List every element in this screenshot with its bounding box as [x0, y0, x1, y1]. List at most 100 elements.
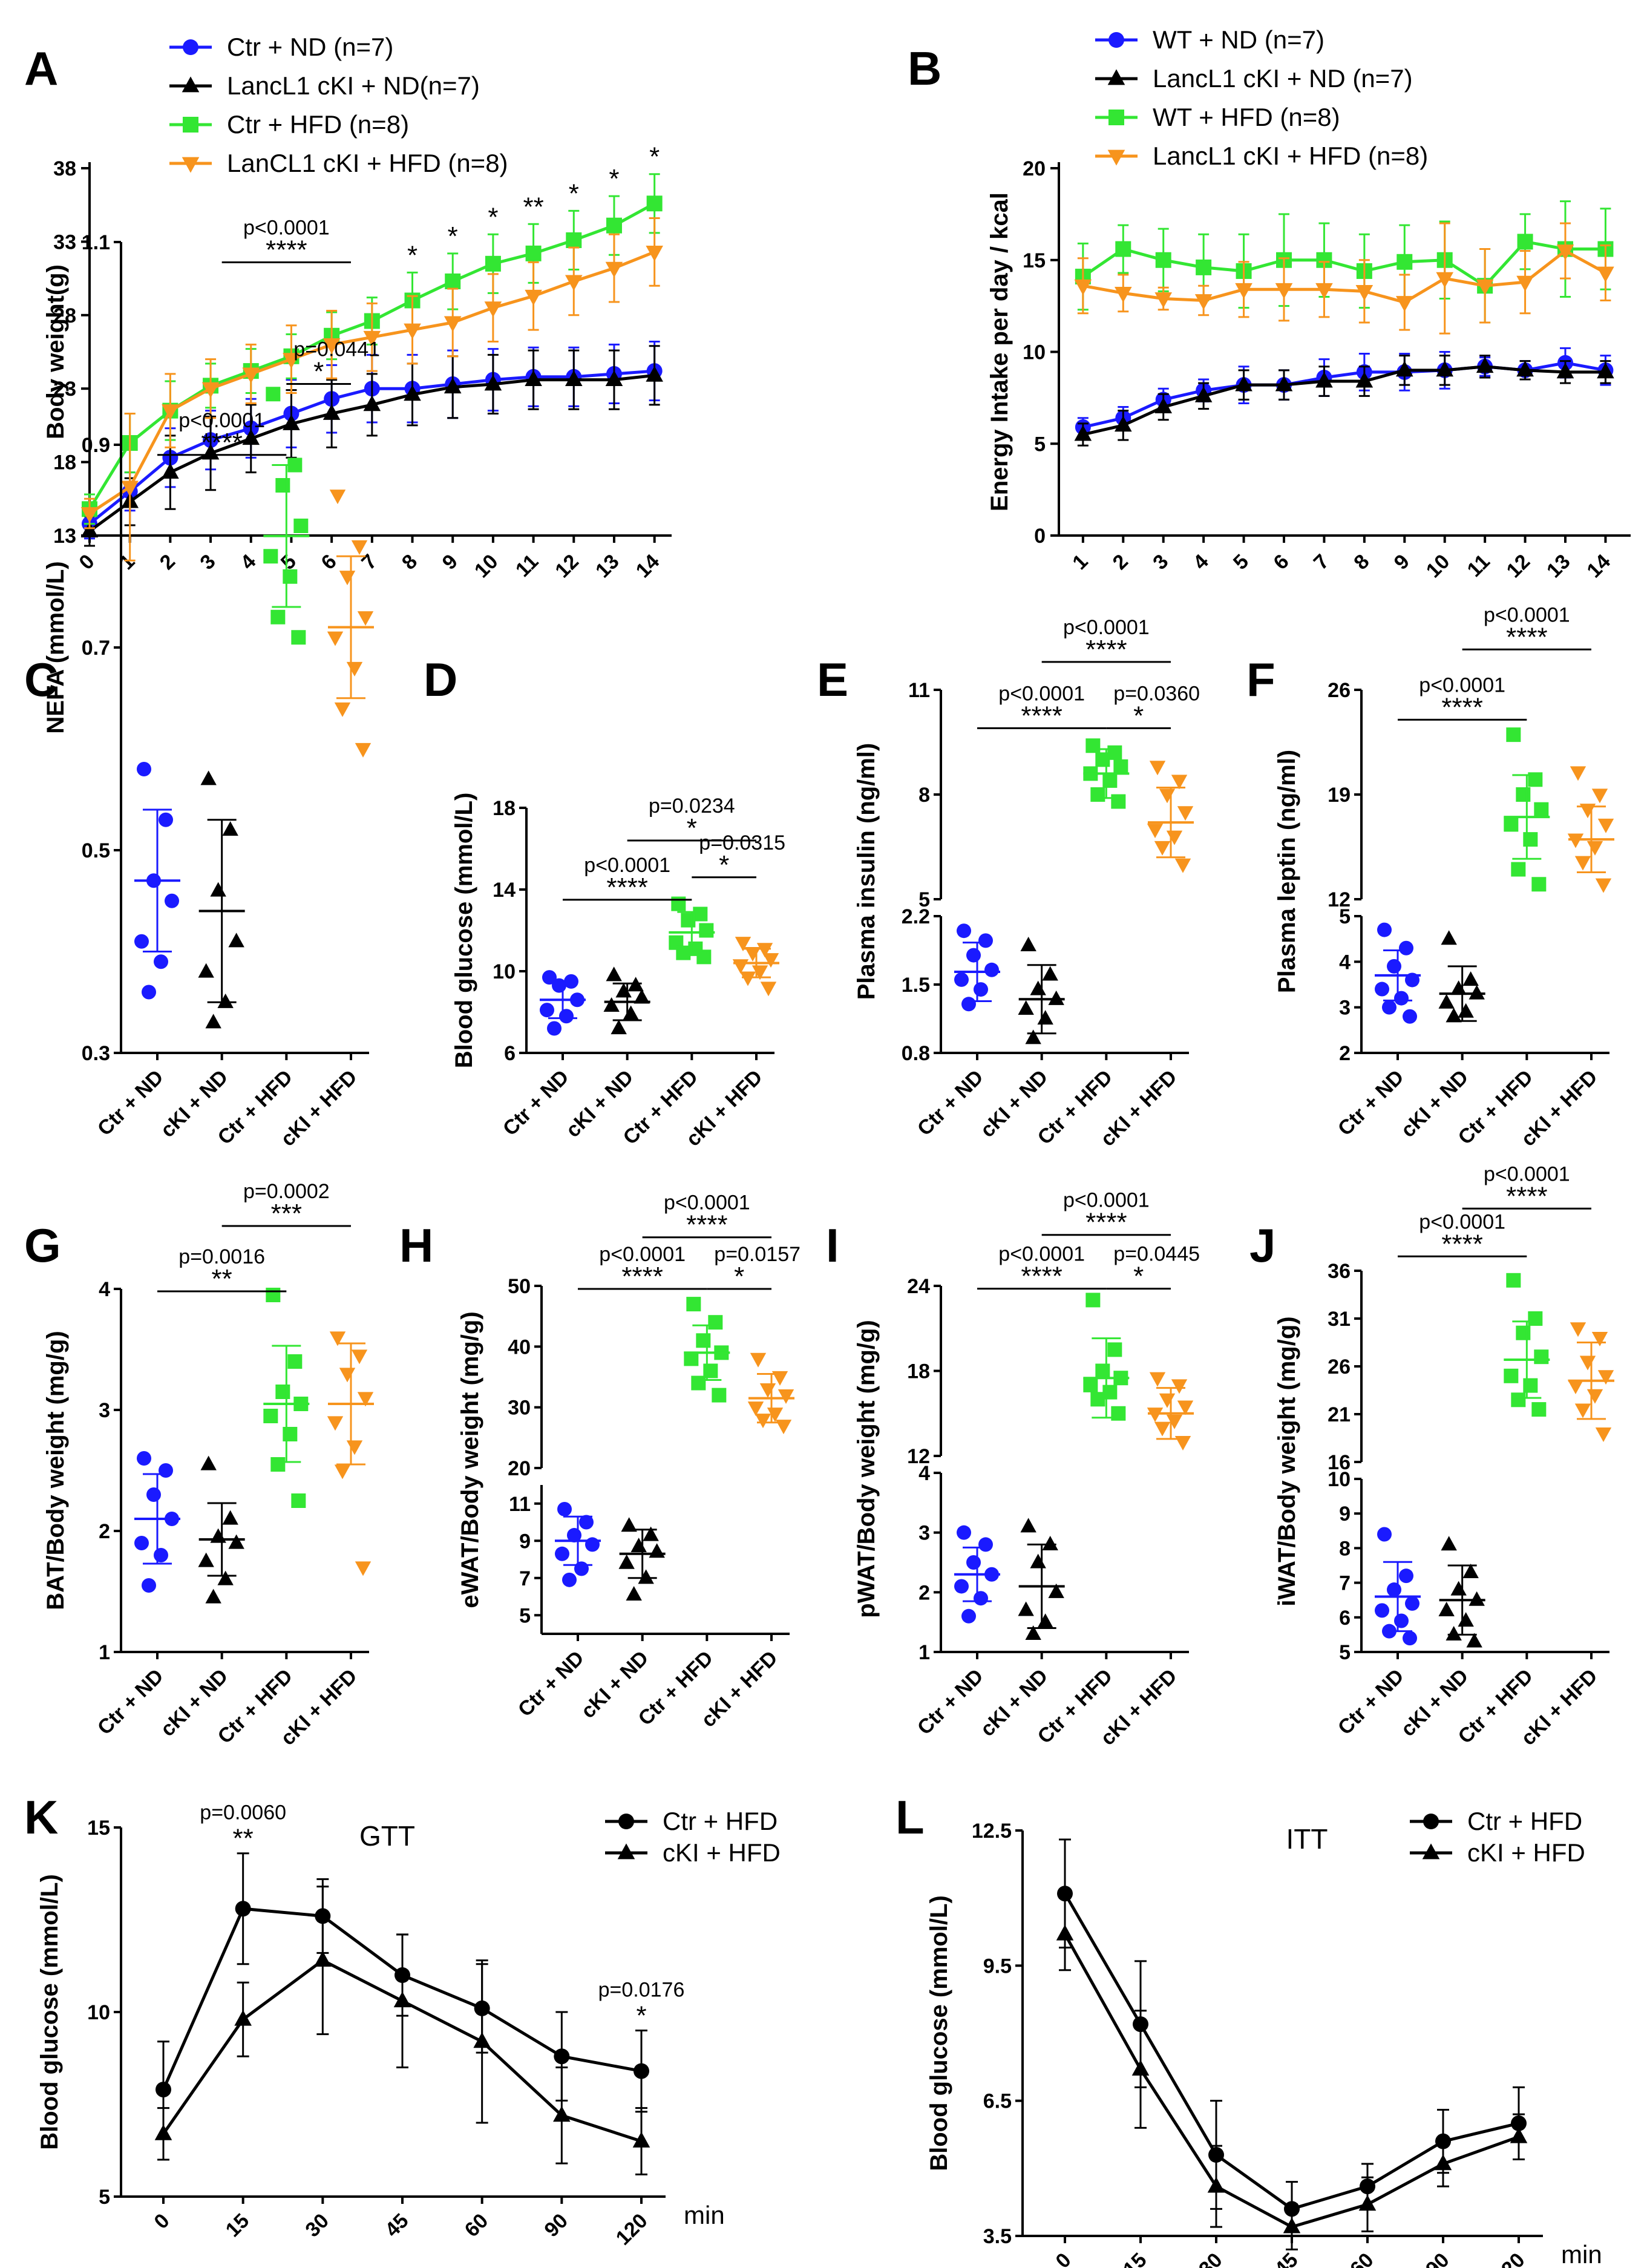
- x-tick-label: 9: [438, 550, 462, 574]
- data-point: [351, 540, 368, 555]
- data-point: [540, 1003, 554, 1018]
- data-point: [1275, 283, 1293, 299]
- group-2: [1083, 738, 1130, 809]
- data-point: [1174, 858, 1191, 873]
- data-point: [159, 812, 173, 827]
- data-point: [266, 387, 281, 402]
- data-point: [200, 1455, 217, 1470]
- data-point: [1556, 244, 1574, 261]
- y-tick-label: 15: [87, 1817, 110, 1840]
- data-point: [355, 742, 372, 758]
- y-tick-label: 2.2: [902, 905, 930, 928]
- significance-star: *: [649, 142, 660, 172]
- y-tick-label: 0.3: [82, 1042, 110, 1065]
- p-value: p=0.0234: [649, 795, 735, 818]
- data-point: [703, 1363, 718, 1378]
- x-tick-label: 3: [195, 550, 220, 574]
- data-point: [565, 275, 583, 291]
- x-tick-label: Ctr + ND: [93, 1665, 168, 1740]
- significance-star: *: [407, 240, 417, 270]
- data-point: [739, 971, 756, 986]
- series-3: [1074, 222, 1614, 335]
- data-point: [351, 1349, 368, 1365]
- legend-label: WT + HFD (n=8): [1153, 103, 1340, 131]
- data-point: [1154, 1421, 1171, 1437]
- y-tick-label: 40: [508, 1336, 531, 1359]
- legend-marker: [1108, 32, 1124, 48]
- data-point: [1114, 416, 1132, 432]
- data-point: [735, 937, 751, 952]
- y-tick-label: 33: [53, 231, 76, 254]
- x-tick-label: 6: [317, 550, 341, 574]
- legend-label: LancL1 cKI + ND(n=7): [227, 71, 480, 100]
- data-point: [1403, 1631, 1417, 1646]
- significance-stars: *: [1133, 1262, 1144, 1291]
- y-tick-label: 2: [1339, 1042, 1351, 1065]
- y-tick-label: 5: [918, 888, 930, 911]
- panel-label: D: [424, 653, 457, 706]
- y-axis-label: iWAT/Body weight (mg/g): [1274, 1316, 1300, 1606]
- data-point: [699, 923, 714, 938]
- y-tick-label: 50: [508, 1275, 531, 1298]
- significance-stars: ****: [1085, 1208, 1127, 1237]
- y-tick-label: 38: [53, 157, 76, 180]
- panel-label: F: [1246, 653, 1275, 706]
- legend-marker: [182, 157, 200, 173]
- x-tick-label: 1: [1068, 550, 1092, 574]
- y-tick-label: 18: [493, 797, 516, 820]
- data-point: [1387, 959, 1401, 974]
- series-1: [1074, 355, 1614, 447]
- data-point: [1020, 1518, 1036, 1533]
- data-point: [283, 353, 300, 369]
- series-line: [1082, 249, 1606, 304]
- significance-stars: ****: [1506, 622, 1548, 652]
- y-tick-label: 5: [1034, 433, 1046, 456]
- legend-marker: [183, 117, 198, 133]
- y-tick-label: 0.8: [902, 1042, 930, 1065]
- data-point: [1438, 1601, 1455, 1616]
- x-tick-label: Ctr + ND: [1334, 1665, 1409, 1740]
- data-point: [1574, 1403, 1591, 1418]
- data-point: [755, 1414, 771, 1429]
- data-point: [696, 949, 712, 965]
- y-tick-label: 2: [918, 1581, 930, 1604]
- x-tick-label: 14: [1582, 550, 1615, 583]
- y-tick-label: 4: [1339, 951, 1351, 974]
- panel-label: B: [908, 42, 941, 95]
- legend-label: LancL1 cKI + HFD (n=8): [1153, 142, 1428, 170]
- data-point: [270, 1457, 286, 1472]
- data-point: [643, 1526, 659, 1541]
- x-tick-label: 14: [632, 550, 664, 583]
- data-point: [404, 323, 421, 339]
- data-point: [1095, 1363, 1110, 1378]
- data-point: [566, 232, 582, 248]
- data-point: [1090, 1392, 1105, 1407]
- data-point: [1056, 1924, 1074, 1941]
- series-1: [1056, 1897, 1528, 2250]
- significance-stars: ****: [266, 235, 307, 265]
- data-point: [393, 1991, 411, 2008]
- p-value: p=0.0060: [200, 1801, 286, 1824]
- data-point: [1235, 283, 1252, 299]
- data-point: [1194, 386, 1213, 402]
- x-tick-label: 2: [156, 550, 180, 574]
- y-tick-label: 4: [99, 1278, 110, 1301]
- data-point: [1048, 990, 1064, 1005]
- data-point: [606, 217, 622, 234]
- y-tick-label: 0.5: [82, 839, 110, 862]
- y-tick-label: 30: [508, 1397, 531, 1420]
- data-point: [559, 1009, 574, 1024]
- data-point: [205, 1588, 221, 1604]
- data-point: [1570, 766, 1586, 781]
- y-tick-label: 13: [53, 525, 76, 548]
- data-point: [1375, 1603, 1389, 1618]
- group-0: [954, 1525, 1000, 1624]
- data-point: [339, 1368, 356, 1383]
- y-tick-label: 1.5: [902, 974, 930, 997]
- group-2: [669, 896, 715, 965]
- group-0: [134, 1451, 180, 1593]
- data-point: [554, 2048, 570, 2065]
